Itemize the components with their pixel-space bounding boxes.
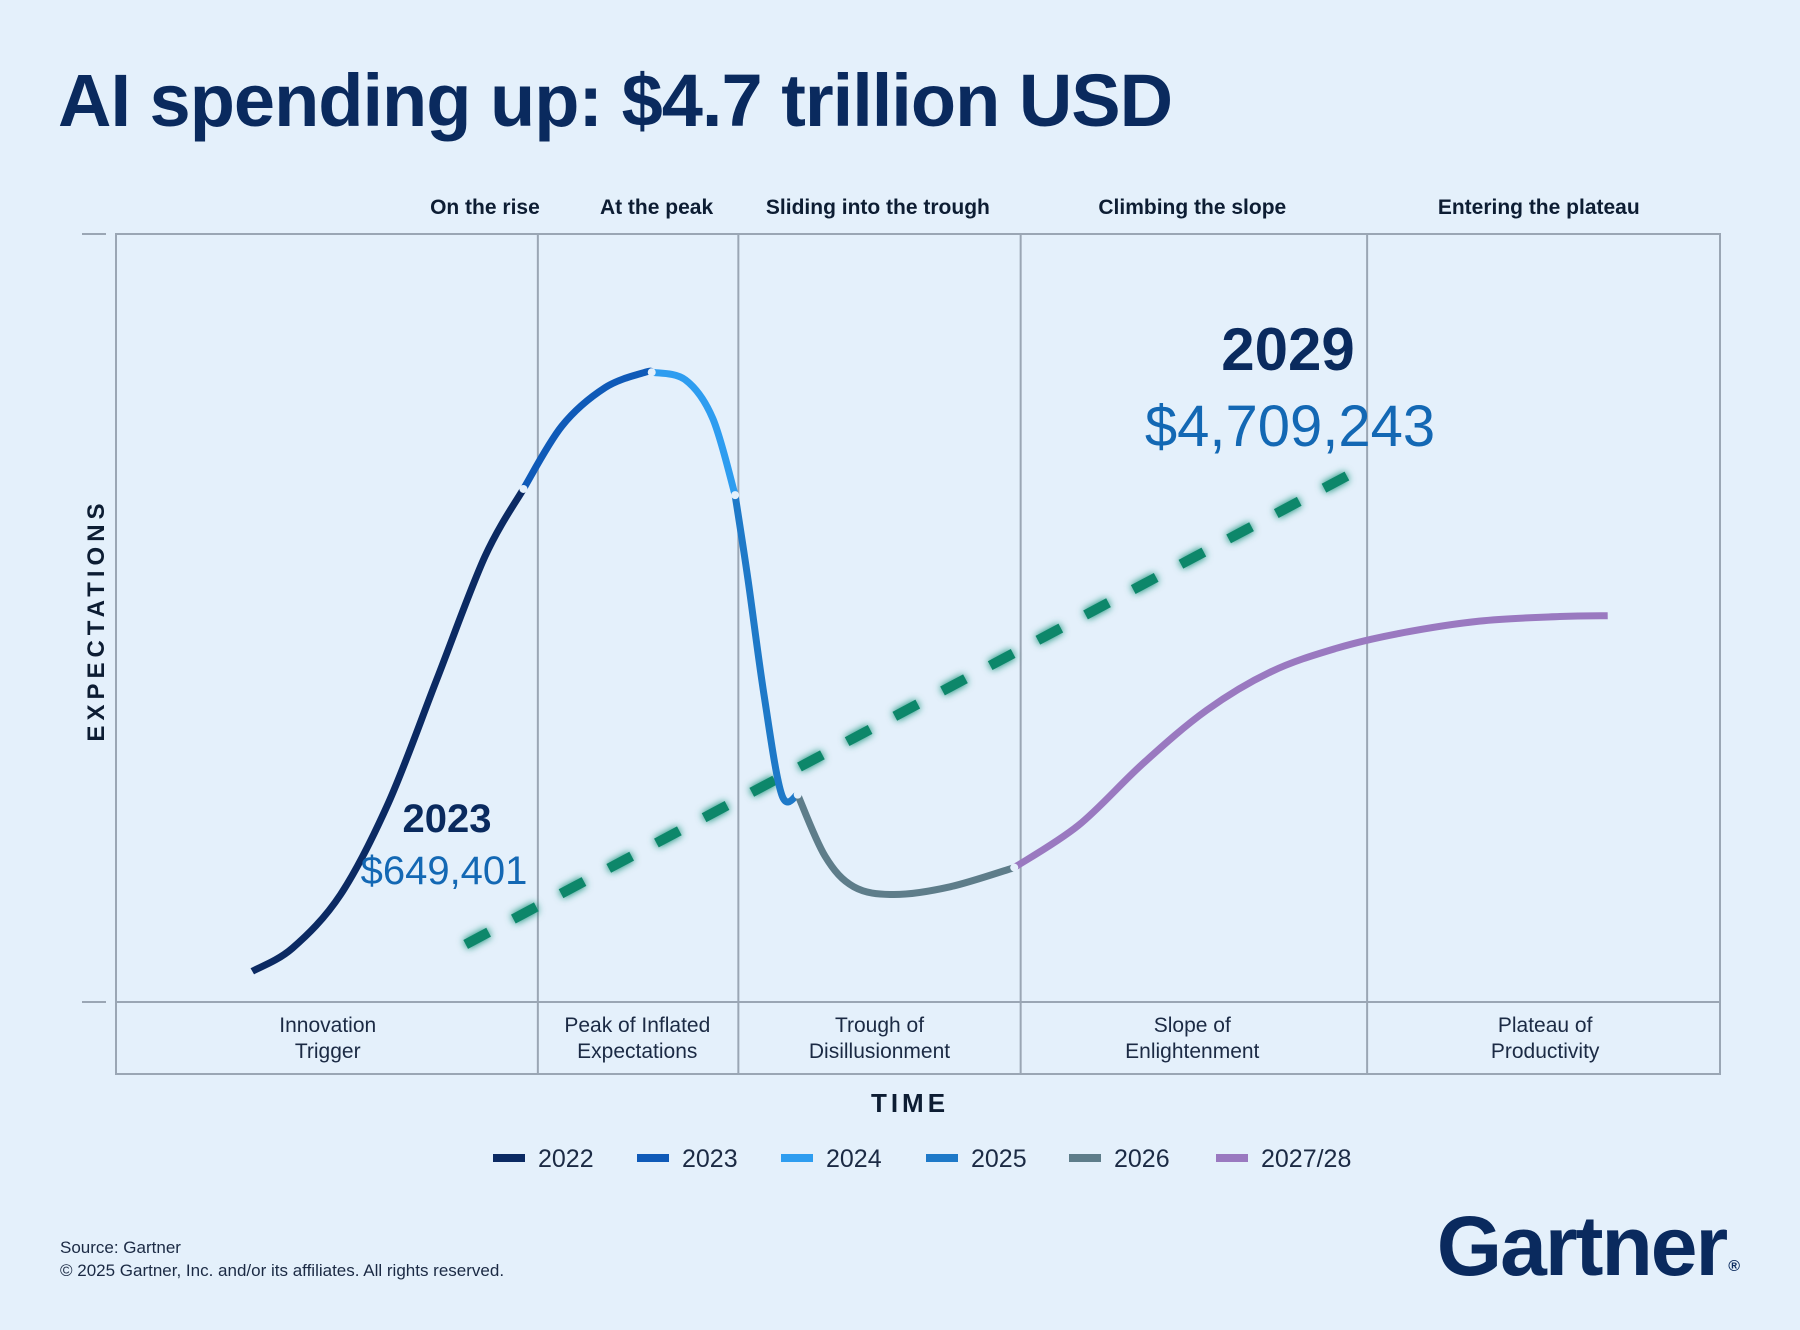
phase-bottom-label: Slope of [1154, 1014, 1231, 1037]
phase-bottom-label: Peak of Inflated [564, 1014, 710, 1037]
y-axis-title: EXPECTATIONS [83, 498, 110, 741]
phase-top-label: Sliding into the trough [766, 196, 990, 219]
legend-swatch-2024 [781, 1154, 813, 1162]
legend-label-2025: 2025 [971, 1145, 1027, 1173]
legend-label-2026: 2026 [1114, 1145, 1170, 1173]
phase-bottom-label: Plateau of [1498, 1014, 1593, 1037]
registered-mark: ® [1728, 1258, 1740, 1275]
phase-bottom-label: Productivity [1491, 1040, 1600, 1063]
legend-swatch-2022 [493, 1154, 525, 1162]
legend-swatch-2025 [926, 1154, 958, 1162]
legend-label-2022: 2022 [538, 1145, 594, 1173]
phase-top-label: Climbing the slope [1098, 196, 1286, 219]
gartner-logo: Gartner ® [1437, 1198, 1740, 1295]
annotation-2029-value: $4,709,243 [1145, 394, 1435, 459]
phase-top-label: Entering the plateau [1438, 196, 1640, 219]
segment-gap [519, 484, 528, 493]
phase-top-label: On the rise [430, 196, 540, 219]
spending-trend-line [463, 459, 1372, 949]
hype-curve-segment-2024 [650, 368, 739, 497]
annotation-2023-value: $649,401 [361, 849, 528, 893]
hype-curve-segment-2022 [250, 487, 527, 975]
segment-gap [647, 368, 656, 377]
phase-bottom-label: Disillusionment [809, 1040, 950, 1063]
segment-gap [793, 790, 802, 799]
legend-swatch-2027-28 [1216, 1154, 1248, 1162]
phase-bottom-label: Trough of [835, 1014, 924, 1037]
plot-frame [115, 233, 1721, 1075]
phase-bottom-label: Trigger [295, 1040, 361, 1063]
phase-top-label: At the peak [600, 196, 714, 219]
segment-gap [731, 491, 740, 500]
source-note: Source: Gartner [60, 1238, 181, 1257]
copyright-note: © 2025 Gartner, Inc. and/or its affiliat… [60, 1261, 505, 1280]
legend-label-2023: 2023 [682, 1145, 738, 1173]
phase-bottom-label: Expectations [577, 1040, 697, 1063]
annotation-2023-year: 2023 [403, 797, 492, 841]
logo-text: Gartner [1436, 1199, 1728, 1293]
x-axis-title: TIME [871, 1088, 949, 1118]
legend-label-2024: 2024 [826, 1145, 882, 1173]
legend-label-2027-28: 2027/28 [1261, 1145, 1351, 1173]
legend-swatch-2023 [637, 1154, 669, 1162]
hype-curve-segment-2025 [731, 494, 800, 806]
hype-curve-segment-2027-28 [1012, 612, 1608, 871]
legend-swatch-2026 [1069, 1154, 1101, 1162]
segment-gap [1010, 863, 1019, 872]
annotation-2029-year: 2029 [1221, 316, 1354, 383]
page-title: AI spending up: $4.7 trillion USD [58, 59, 1173, 142]
hype-curve-segment-2026 [794, 793, 1016, 898]
phase-bottom-label: Innovation [279, 1014, 376, 1037]
hype-curve-segment-2023 [520, 367, 655, 491]
phase-bottom-label: Enlightenment [1125, 1040, 1259, 1063]
